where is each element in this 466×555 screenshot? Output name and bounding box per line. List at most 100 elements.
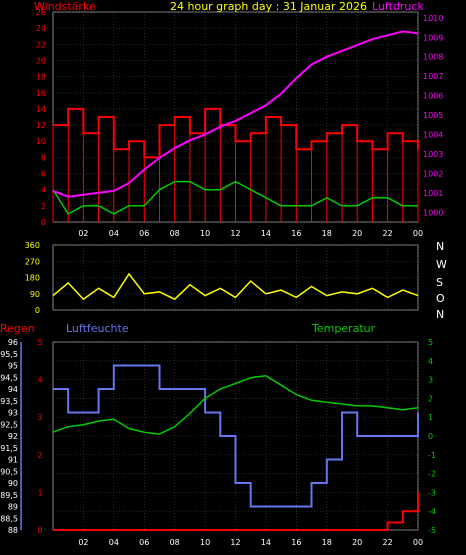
humidity-y-tick: 88 — [8, 526, 18, 535]
humidity-y-tick: 94 — [8, 385, 18, 394]
humidity-y-tick: 92,5 — [0, 420, 18, 429]
pressure-y-tick: 1002 — [423, 169, 443, 178]
temperature-y-tick: -1 — [428, 451, 436, 460]
temperature-y-tick: 0 — [428, 432, 433, 441]
humidity-x-tick: 00 — [413, 538, 423, 547]
wind-pressure-chart: 02 4 6 8 10 12 14 16 18 20 22 24 26 1000 1001 1002 1003 1… — [36, 8, 444, 238]
rain-y-tick: 1 — [37, 488, 42, 497]
wind-x-tick: 18 — [322, 229, 332, 238]
pressure-y-tick: 1008 — [423, 53, 443, 62]
humidity-temperature-chart: 88 88,5 89 89,5 90 90,5 91 91,5 92 92,5 93 93,5 94 94… — [0, 338, 436, 547]
humidity-y-tick: 89,5 — [0, 491, 18, 500]
wind-direction-line — [52, 272, 419, 301]
humidity-y-tick: 93 — [8, 409, 18, 418]
humidity-label: Luftfeuchte — [66, 322, 129, 335]
rain-y-tick: 0 — [37, 526, 42, 535]
rain-line — [53, 492, 419, 531]
temperature-y-tick: 5 — [428, 338, 433, 347]
compass-n-top: N — [436, 240, 444, 253]
gust-line — [52, 180, 418, 215]
wind-x-tick: 16 — [291, 229, 301, 238]
rain-y-tick: 5 — [37, 338, 42, 347]
wind-x-tick: 04 — [109, 229, 119, 238]
pressure-y-tick: 1000 — [423, 208, 443, 217]
temperature-y-tick: 3 — [428, 376, 433, 385]
rain-label: Regen — [0, 322, 35, 335]
wind-x-tick: 12 — [230, 229, 240, 238]
humidity-y-tick: 91,5 — [0, 444, 18, 453]
pressure-y-tick: 1001 — [423, 189, 443, 198]
temperature-y-tick: -4 — [428, 507, 436, 516]
temperature-line — [52, 375, 419, 435]
wind-y-tick: 24 — [36, 24, 46, 33]
humidity-y-tick: 92 — [8, 432, 18, 441]
humidity-x-tick: 12 — [230, 538, 240, 547]
humidity-y-tick: 93,5 — [0, 397, 18, 406]
humidity-x-tick: 22 — [382, 538, 392, 547]
humidity-y-tick: 96 — [8, 338, 18, 347]
humidity-x-tick: 08 — [170, 538, 180, 547]
direction-y-tick: 360 — [25, 241, 40, 250]
direction-y-tick: 0 — [35, 306, 40, 315]
wind-y-tick: 8 — [41, 153, 46, 162]
temperature-y-tick: -2 — [428, 470, 436, 479]
temperature-y-tick: 4 — [428, 357, 433, 366]
humidity-x-tick: 18 — [322, 538, 332, 547]
humidity-y-tick: 94,5 — [0, 373, 18, 382]
wind-speed-bars — [52, 108, 419, 222]
humidity-x-tick: 04 — [109, 538, 119, 547]
humidity-y-tick: 88,5 — [0, 514, 18, 523]
humidity-line — [53, 364, 419, 508]
pressure-y-tick: 1005 — [423, 111, 443, 120]
wind-x-tick: 14 — [261, 229, 271, 238]
direction-y-tick: 90 — [30, 290, 40, 299]
wind-x-tick: 02 — [78, 229, 88, 238]
wind-x-tick: 20 — [352, 229, 362, 238]
rain-y-tick: 3 — [37, 413, 42, 422]
wind-y-tick: 4 — [41, 186, 46, 195]
wind-y-tick: 14 — [36, 105, 46, 114]
wind-y-tick: 26 — [36, 8, 46, 17]
rain-y-tick: 4 — [37, 376, 42, 385]
pressure-y-tick: 1003 — [423, 150, 443, 159]
direction-y-tick: 180 — [25, 274, 40, 283]
rain-y-tick: 2 — [37, 451, 42, 460]
wind-x-tick: 08 — [170, 229, 180, 238]
wind-x-tick: 06 — [139, 229, 149, 238]
humidity-y-tick: 91 — [8, 456, 18, 465]
page-title: 24 hour graph day : 31 Januar 2026 — [170, 0, 367, 13]
pressure-y-tick: 1004 — [423, 131, 443, 140]
compass-o: O — [436, 292, 445, 305]
compass-n-bottom: N — [436, 308, 444, 321]
temperature-y-tick: 2 — [428, 394, 433, 403]
humidity-x-tick: 14 — [261, 538, 271, 547]
pressure-label: Luftdruck — [372, 0, 424, 13]
wind-y-tick: 0 — [41, 218, 46, 227]
humidity-x-tick: 20 — [352, 538, 362, 547]
humidity-y-tick: 89 — [8, 503, 18, 512]
humidity-x-tick: 06 — [139, 538, 149, 547]
wind-x-tick: 00 — [413, 229, 423, 238]
humidity-x-tick: 02 — [78, 538, 88, 547]
temperature-y-tick: -5 — [428, 526, 436, 535]
humidity-y-tick: 95,5 — [0, 350, 18, 359]
direction-y-tick: 270 — [25, 257, 40, 266]
humidity-y-tick: 90 — [8, 479, 18, 488]
humidity-x-tick: 10 — [200, 538, 210, 547]
wind-x-tick: 10 — [200, 229, 210, 238]
wind-label: Windstärke — [34, 0, 96, 13]
wind-x-tick: 22 — [382, 229, 392, 238]
compass-s: S — [436, 276, 443, 289]
wind-direction-chart: 0 90 180 270 360 — [25, 241, 419, 315]
wind-y-tick: 20 — [36, 56, 46, 65]
wind-y-tick: 18 — [36, 73, 46, 82]
wind-y-tick: 6 — [41, 170, 46, 179]
wind-y-tick: 22 — [36, 40, 46, 49]
wind-y-tick: 16 — [36, 89, 46, 98]
humidity-y-tick: 90,5 — [0, 467, 18, 476]
pressure-y-tick: 1006 — [423, 92, 443, 101]
temperature-y-tick: 1 — [428, 413, 433, 422]
compass-w: W — [436, 258, 447, 271]
temperature-y-tick: -3 — [428, 488, 436, 497]
